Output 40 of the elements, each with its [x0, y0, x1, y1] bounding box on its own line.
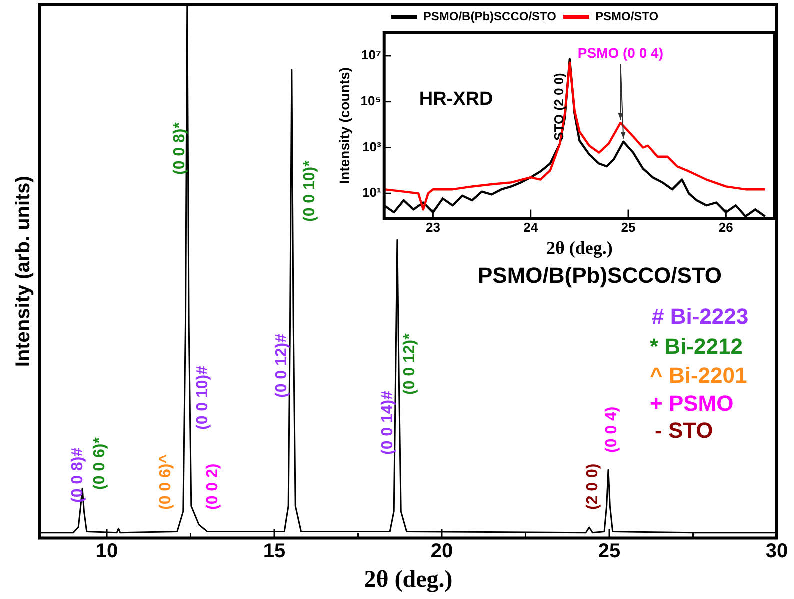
annotation: (0 0 12)* — [401, 332, 418, 395]
x-tick-label: 25 — [598, 540, 621, 563]
annotation: (2 0 0) — [584, 464, 602, 510]
annotation: (0 0 2) — [204, 464, 222, 510]
annotation: PSMO/B(Pb)SCCO/STO — [478, 263, 722, 288]
y-tick-label: 10³ — [362, 139, 382, 154]
x-tick-label: 26 — [718, 220, 734, 236]
x-axis-title: 2θ (deg.) — [364, 566, 453, 593]
y-axis-title: Intensity (arb. units) — [12, 176, 35, 368]
x-tick-label: 30 — [766, 540, 788, 563]
annotation: - STO — [655, 418, 714, 444]
y-tick-label: 10⁷ — [362, 48, 382, 63]
x-tick-label: 24 — [524, 220, 539, 236]
annotation: (0 0 6)^ — [157, 454, 174, 510]
annotation: (0 0 10)# — [194, 366, 212, 430]
y-axis-title: Intensity (counts) — [336, 68, 352, 184]
annotation: (0 0 8)# — [69, 448, 86, 503]
annotation: (0 0 4) — [603, 406, 620, 453]
legend-label: PSMO/B(Pb)SCCO/STO — [423, 9, 556, 24]
annotation: (0 0 10)* — [301, 160, 318, 222]
x-tick-label: 15 — [263, 540, 286, 563]
annotation: PSMO (0 0 4) — [578, 44, 664, 61]
x-tick-label: 25 — [621, 220, 636, 236]
annotation: STO (2 0 0) — [552, 73, 567, 141]
x-tick-label: 20 — [430, 540, 454, 563]
annotation: (0 0 14)# — [379, 390, 396, 455]
y-tick-label: 10¹ — [362, 185, 382, 200]
annotation: * Bi-2212 — [650, 334, 743, 360]
x-tick-label: 23 — [426, 220, 440, 236]
annotation: # Bi-2223 — [652, 304, 749, 330]
annotation: HR-XRD — [419, 89, 494, 110]
x-axis-title: 2θ (deg.) — [546, 238, 613, 258]
y-tick-label: 10⁵ — [360, 93, 382, 108]
annotation: ^ Bi-2201 — [650, 363, 748, 388]
annotation: + PSMO — [650, 391, 734, 416]
legend-label: PSMO/STO — [595, 9, 659, 24]
annotation: (0 0 12)# — [273, 334, 290, 398]
x-tick-label: 10 — [96, 540, 118, 563]
annotation: (0 0 8)* — [171, 122, 188, 175]
annotation: (0 0 6)* — [91, 436, 108, 490]
